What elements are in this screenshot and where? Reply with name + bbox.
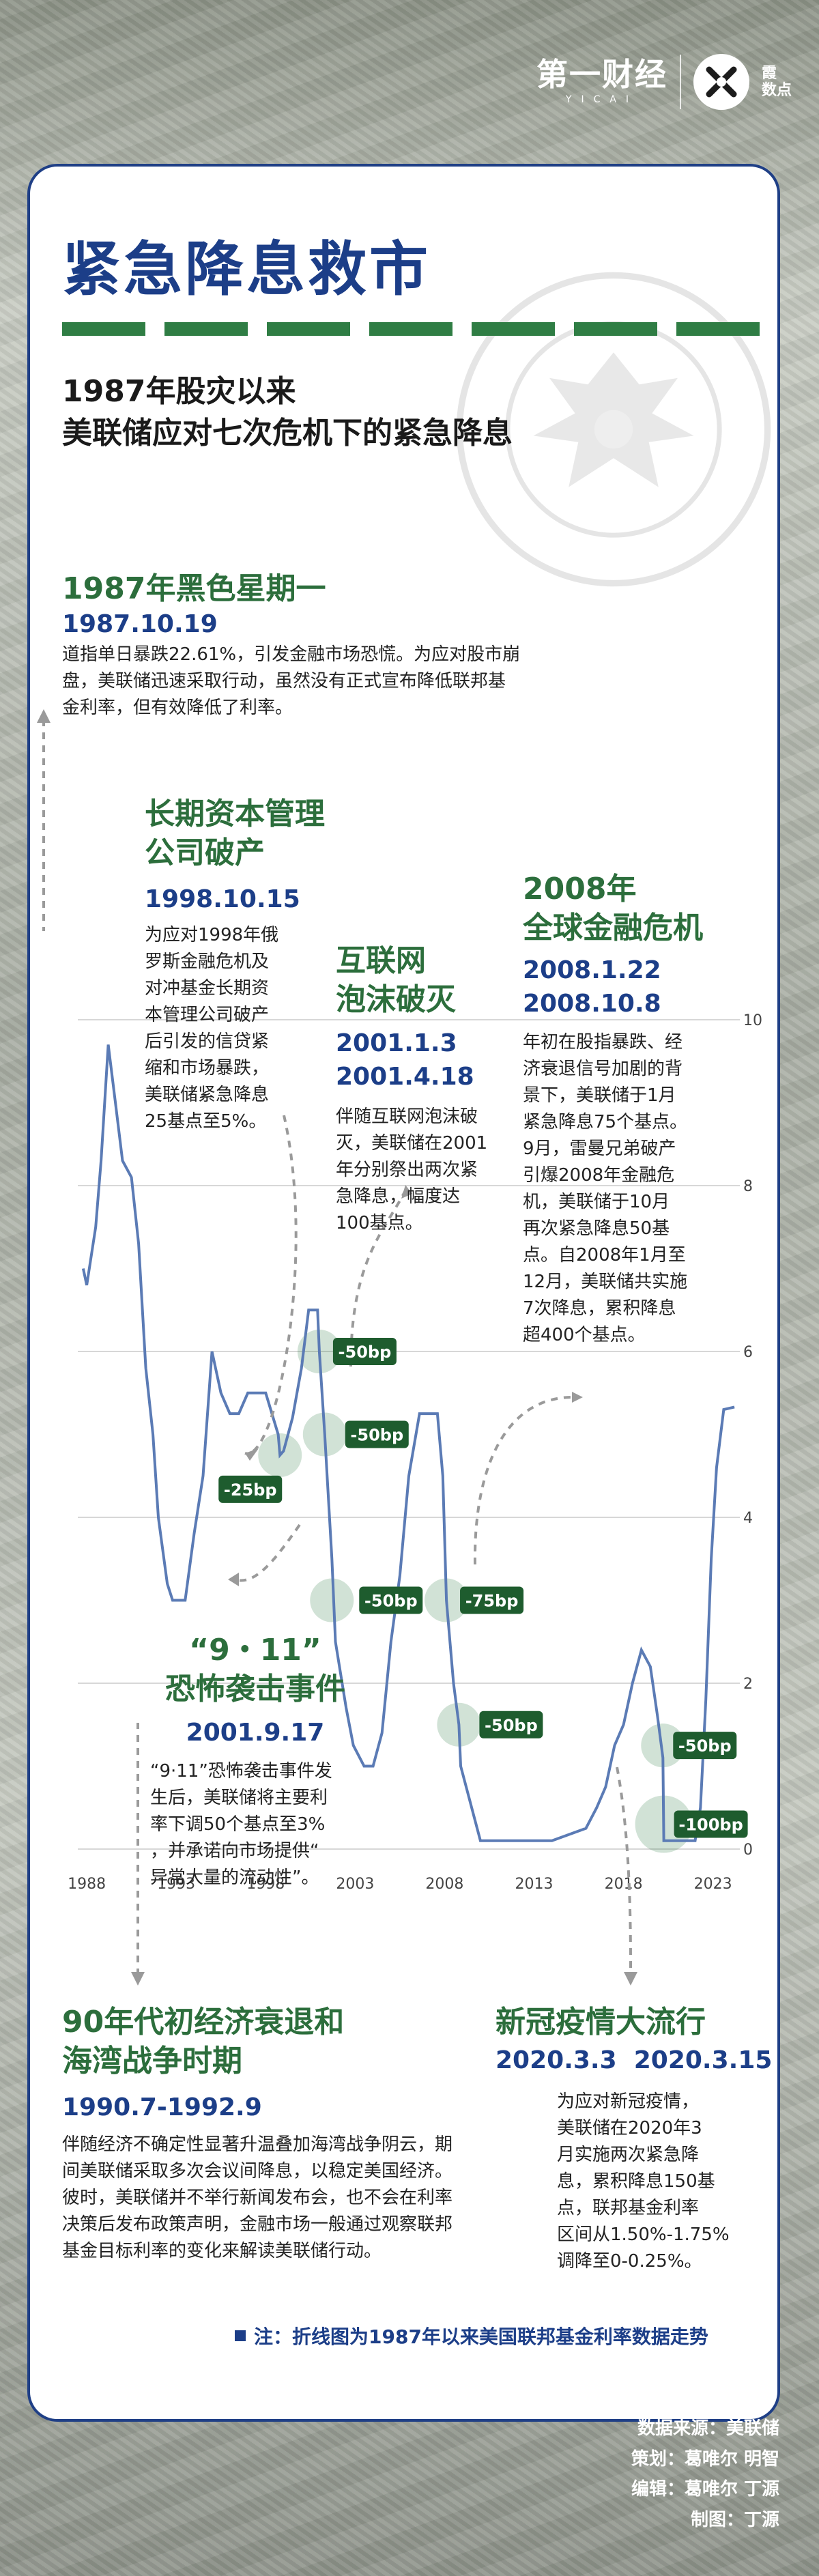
cut-tag: -50bp	[359, 1586, 423, 1614]
subtitle-line-2: 美联储应对七次危机下的紧急降息	[62, 415, 513, 450]
event-2020: 新冠疫情大流行 2020.3.3 2020.3.15 为应对新冠疫情， 美联储在2…	[495, 2003, 773, 2275]
event-1987-desc: 道指单日暴跌22.61%，引发金融市场恐慌。为应对股市崩 盘，美联储迅速采取行动，…	[62, 644, 521, 718]
cut-tag-label: -50bp	[350, 1426, 403, 1445]
event-911-title: “9・11” 恐怖袭击事件	[165, 1633, 345, 1707]
event-2001-dotcom-desc: 伴随互联网泡沫破 灭，美联储在2001 年分别祭出两次紧 急降息，幅度达 100基点。	[336, 1106, 488, 1233]
subtitle: 1987年股灾以来 美联储应对七次危机下的紧急降息	[62, 371, 513, 454]
cut-tag: -50bp	[345, 1420, 409, 1448]
y-tick-label: 4	[743, 1510, 753, 1527]
y-tick-label: 0	[743, 1842, 753, 1859]
event-1987-title: 1987年黑色星期一	[62, 571, 326, 606]
event-1987: 1987年黑色星期一 1987.10.19 道指单日暴跌22.61%，引发金融市…	[62, 569, 745, 721]
brand-sub-name: 霞 数点	[761, 64, 792, 99]
chart-axis-labels: 0 2 4 6 8 10 1988 1993 1998 2003 2008 2013 2018 2023	[68, 1012, 762, 1893]
yicai-logo: 第一财经 YICAI	[536, 59, 667, 105]
cut-tag-label: -25bp	[224, 1480, 277, 1500]
arrow-2001a	[349, 1190, 407, 1367]
event-2001-dotcom-dates: 2001.1.3 2001.4.18	[336, 1029, 474, 1091]
event-1990-desc: 伴随经济不确定性显著升温叠加海湾战争阴云，期 间美联储采取多次会议间降息，以稳定美…	[62, 2134, 453, 2261]
cut-tag-label: -50bp	[364, 1592, 418, 1611]
event-1990: 90年代初经济衰退和 海湾战争时期 1990.7-1992.9 伴随经济不确定性显…	[62, 2003, 499, 2265]
cut-tag-label: -100bp	[678, 1816, 743, 1835]
cut-tag-label: -50bp	[485, 1716, 538, 1735]
fed-funds-rate-line	[81, 1044, 735, 1842]
credit-graphics: 制图：丁源	[690, 2510, 779, 2531]
brand-divider	[679, 55, 681, 109]
event-2008-title: 2008年 全球金融危机	[523, 872, 703, 946]
data-point-logo-icon	[693, 54, 749, 110]
cut-tag: -100bp	[674, 1810, 748, 1838]
x-tick-label: 1993	[157, 1876, 195, 1893]
brand-name-en: YICAI	[565, 94, 639, 105]
x-tick-label: 2023	[694, 1876, 732, 1893]
y-tick-label: 2	[743, 1676, 753, 1693]
event-911-desc: “9·11”恐怖袭击事件发 生后，美联储将主要利 率下调50个基点至3% ，并承诺向市…	[150, 1760, 332, 1888]
event-2020-desc: 为应对新冠疫情， 美联储在2020年3 月实施两次紧急降 息，累积降息150基 点，联…	[557, 2091, 730, 2272]
subtitle-line-1: 1987年股灾以来	[62, 374, 296, 409]
event-2020-title: 新冠疫情大流行	[495, 2005, 706, 2040]
x-tick-label: 2003	[336, 1876, 374, 1893]
brand-header: 第一财经 YICAI 霞 数点	[536, 48, 792, 116]
cut-highlight	[310, 1578, 354, 1622]
event-2020-dates: 2020.3.3 2020.3.15	[495, 2046, 773, 2075]
x-tick-label: 2013	[515, 1876, 554, 1893]
cut-tag-label: -50bp	[339, 1343, 392, 1362]
cut-tag-label: -75bp	[465, 1592, 519, 1611]
arrow-heads	[37, 709, 637, 1986]
arrow-2020	[616, 1766, 632, 1976]
cut-tag: -50bp	[479, 1711, 543, 1738]
event-1987-date: 1987.10.19	[62, 610, 218, 639]
event-1998: 长期资本管理 公司破产 1998.10.15 为应对1998年俄 罗斯金融危机及 对冲…	[145, 795, 343, 1135]
event-1998-title: 长期资本管理 公司破产	[145, 797, 325, 871]
event-1998-desc: 为应对1998年俄 罗斯金融危机及 对冲基金长期资 本管理公司破产 后引发的信贷紧 缩和…	[145, 924, 279, 1132]
infographic-card: 紧急降息救市 1987年股灾以来 美联储应对七次危机下的紧急降息 0 2 4 6 8 10…	[27, 164, 780, 2422]
event-2008: 2008年 全球金融危机 2008.1.22 2008.10.8 年初在股指暴跌、经…	[523, 870, 741, 1349]
event-2008-desc: 年初在股指暴跌、经 济衰退信号加剧的背 景下，美联储于1月 紧急降息75个基点。 9月…	[523, 1031, 688, 1345]
chart-note: 注：折线图为1987年以来美国联邦基金利率数据走势	[235, 2322, 708, 2349]
chart-gridlines	[78, 1019, 740, 1850]
event-2008-dates: 2008.1.22 2008.10.8	[523, 956, 661, 1018]
y-tick-label: 10	[743, 1012, 762, 1029]
event-1998-date: 1998.10.15	[145, 885, 300, 914]
cut-tag: -75bp	[460, 1586, 524, 1614]
y-tick-label: 8	[743, 1178, 753, 1195]
cut-tags: -25bp -50bp -50bp -50bp -75bp -50bp -50bp -100b…	[218, 1338, 748, 1838]
note-text: 注：折线图为1987年以来美国联邦基金利率数据走势	[254, 2325, 708, 2348]
note-marker-icon	[235, 2330, 246, 2341]
x-tick-label: 1998	[246, 1876, 285, 1893]
main-title: 紧急降息救市	[62, 235, 431, 304]
arrow-2008	[473, 1395, 577, 1565]
cut-tag: -50bp	[332, 1338, 397, 1365]
brand-name: 第一财经	[536, 56, 667, 93]
event-911: “9・11” 恐怖袭击事件 2001.9.17 “9·11”恐怖袭击事件发 生后，美…	[146, 1631, 364, 1891]
title-dash-divider	[62, 322, 777, 336]
event-arrows	[42, 719, 632, 1976]
event-911-date: 2001.9.17	[186, 1719, 325, 1747]
cut-tag: -50bp	[673, 1732, 737, 1760]
event-1990-date: 1990.7-1992.9	[62, 2093, 262, 2122]
x-tick-label: 1988	[68, 1876, 106, 1893]
credits: 数据来源：美联储 策划：葛唯尔 明智 编辑：葛唯尔 丁源 制图：丁源	[631, 2414, 779, 2536]
credit-editor: 编辑：葛唯尔 丁源	[631, 2479, 779, 2500]
x-tick-label: 2018	[605, 1876, 643, 1893]
cut-tag: -25bp	[218, 1475, 283, 1503]
x-tick-label: 2008	[425, 1876, 463, 1893]
credit-planning: 策划：葛唯尔 明智	[631, 2448, 779, 2470]
y-tick-label: 6	[743, 1344, 753, 1361]
event-2001-dotcom-title: 互联网 泡沫破灭	[336, 943, 456, 1018]
credit-source: 数据来源：美联储	[637, 2418, 779, 2439]
event-1990-title: 90年代初经济衰退和 海湾战争时期	[62, 2005, 345, 2079]
arrow-1998-cut	[244, 1115, 298, 1455]
event-2001-dotcom: 互联网 泡沫破灭 2001.1.3 2001.4.18 伴随互联网泡沫破 灭，美联储在…	[336, 941, 500, 1237]
arrow-911	[234, 1523, 301, 1582]
cut-tag-label: -50bp	[678, 1736, 732, 1756]
